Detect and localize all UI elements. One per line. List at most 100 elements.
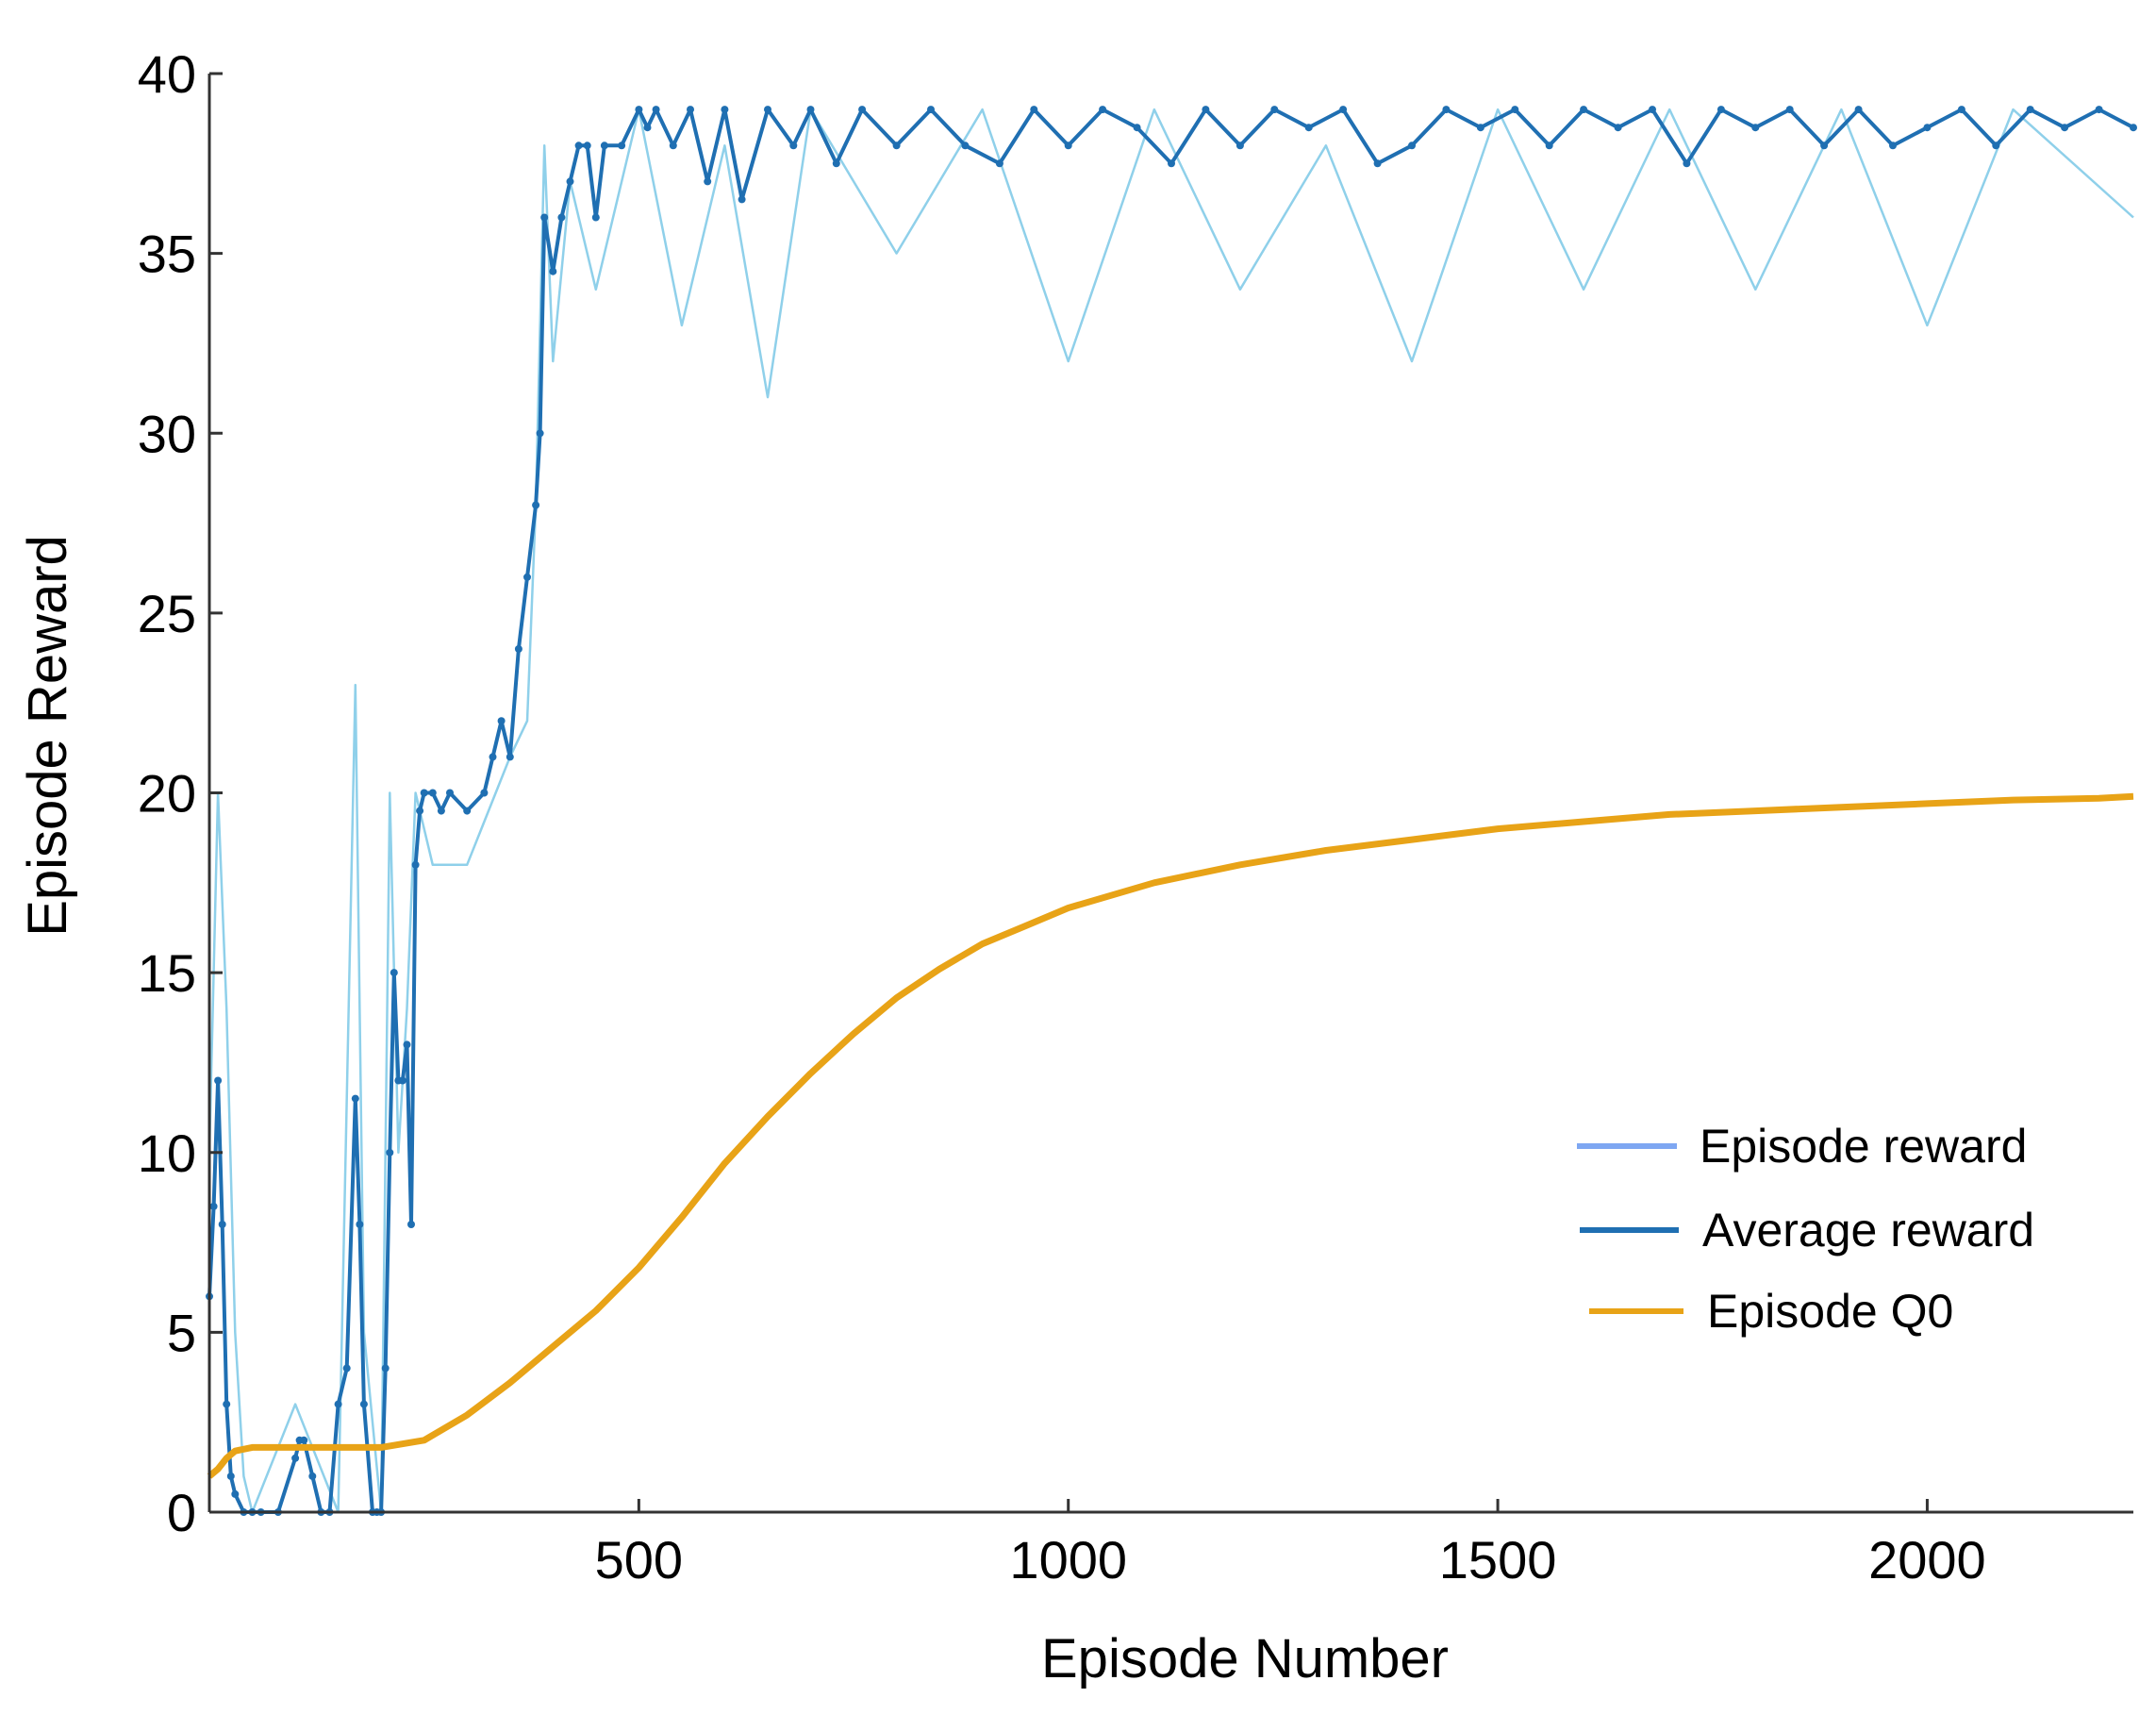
data-point bbox=[549, 267, 557, 275]
series-episode-q0 bbox=[207, 792, 2134, 1479]
data-point bbox=[1442, 106, 1451, 114]
y-tick-label: 0 bbox=[167, 1483, 196, 1542]
data-point bbox=[540, 213, 549, 222]
data-point bbox=[1373, 159, 1382, 168]
y-tick-label: 30 bbox=[138, 404, 196, 463]
data-point bbox=[806, 106, 815, 114]
data-point bbox=[1545, 141, 1553, 150]
data-point bbox=[523, 573, 531, 581]
data-point bbox=[583, 141, 591, 150]
data-point bbox=[1854, 106, 1863, 114]
data-point bbox=[687, 106, 694, 114]
data-point bbox=[231, 1489, 240, 1498]
data-point bbox=[463, 807, 472, 815]
data-point bbox=[390, 969, 398, 977]
data-point bbox=[356, 1221, 364, 1228]
data-point bbox=[574, 141, 583, 150]
data-point bbox=[437, 807, 445, 815]
data-point bbox=[832, 159, 840, 168]
data-point bbox=[1717, 106, 1725, 114]
data-point bbox=[398, 1076, 406, 1085]
data-point bbox=[359, 1400, 368, 1408]
data-point bbox=[416, 807, 424, 815]
data-point bbox=[291, 1454, 300, 1462]
series-line-episode-reward bbox=[207, 108, 2134, 1514]
data-point bbox=[536, 429, 544, 438]
series-line-episode-q0 bbox=[207, 792, 2134, 1479]
data-point bbox=[226, 1472, 235, 1480]
data-point bbox=[961, 141, 970, 150]
data-point bbox=[1304, 124, 1313, 132]
legend-label-average-reward: Average reward bbox=[1702, 1204, 2034, 1256]
data-point bbox=[218, 1221, 226, 1228]
data-point bbox=[1168, 159, 1175, 168]
data-point bbox=[1133, 124, 1141, 132]
x-tick-label: 1500 bbox=[1439, 1530, 1557, 1589]
data-point bbox=[618, 141, 626, 150]
data-point bbox=[1236, 141, 1244, 150]
data-point bbox=[1339, 106, 1348, 114]
data-point bbox=[300, 1436, 308, 1444]
data-point bbox=[1202, 106, 1210, 114]
data-point bbox=[995, 159, 1003, 168]
data-point bbox=[308, 1472, 317, 1480]
data-point bbox=[1580, 106, 1588, 114]
data-point bbox=[403, 1040, 411, 1049]
y-tick-label: 20 bbox=[138, 764, 196, 824]
data-point bbox=[600, 141, 608, 150]
x-tick-label: 2000 bbox=[1868, 1530, 1986, 1589]
data-point bbox=[1785, 106, 1794, 114]
series-line-average-reward bbox=[207, 108, 2134, 1514]
data-point bbox=[1923, 124, 1932, 132]
ticks-layer: 0 5 10 15 20 25 30 35 40 500 1000 1500 2000 bbox=[138, 44, 1986, 1589]
data-point bbox=[514, 645, 522, 653]
data-point bbox=[532, 501, 540, 509]
data-point bbox=[1064, 141, 1072, 150]
data-point bbox=[1992, 141, 2000, 150]
data-point bbox=[428, 789, 437, 797]
series-average-reward bbox=[206, 106, 2137, 1516]
data-point bbox=[721, 106, 729, 114]
data-point bbox=[411, 860, 420, 869]
data-point bbox=[446, 789, 454, 797]
data-point bbox=[489, 753, 497, 761]
y-tick-label: 15 bbox=[138, 943, 196, 1003]
data-point bbox=[704, 177, 712, 186]
data-point bbox=[789, 141, 798, 150]
legend: Episode reward Average reward Episode Q0 bbox=[1577, 1120, 2034, 1338]
data-point bbox=[858, 106, 867, 114]
x-tick-label: 1000 bbox=[1009, 1530, 1127, 1589]
data-point bbox=[1889, 141, 1897, 150]
legend-label-episode-reward: Episode reward bbox=[1700, 1120, 2027, 1173]
data-point bbox=[557, 213, 566, 222]
y-tick-label: 5 bbox=[167, 1303, 196, 1362]
data-point bbox=[764, 106, 771, 114]
data-point bbox=[342, 1364, 351, 1373]
data-point bbox=[214, 1076, 223, 1085]
x-axis-title: Episode Number bbox=[1041, 1628, 1449, 1689]
data-point bbox=[351, 1094, 359, 1103]
data-point bbox=[892, 141, 901, 150]
data-point bbox=[2061, 124, 2069, 132]
data-point bbox=[652, 106, 660, 114]
data-point bbox=[497, 717, 506, 725]
data-point bbox=[381, 1364, 390, 1373]
data-point bbox=[1751, 124, 1760, 132]
data-point bbox=[407, 1221, 415, 1228]
y-tick-label: 40 bbox=[138, 44, 196, 104]
data-point bbox=[1614, 124, 1622, 132]
data-point bbox=[1099, 106, 1107, 114]
y-axis-title: Episode Reward bbox=[17, 535, 78, 937]
data-point bbox=[223, 1400, 231, 1408]
data-point bbox=[386, 1148, 394, 1157]
series-layer bbox=[206, 106, 2137, 1516]
data-point bbox=[2130, 124, 2137, 132]
data-point bbox=[1408, 141, 1416, 150]
data-point bbox=[1957, 106, 1965, 114]
legend-label-episode-q0: Episode Q0 bbox=[1707, 1285, 1953, 1338]
data-point bbox=[1683, 159, 1691, 168]
data-point bbox=[506, 753, 514, 761]
data-point bbox=[927, 106, 935, 114]
